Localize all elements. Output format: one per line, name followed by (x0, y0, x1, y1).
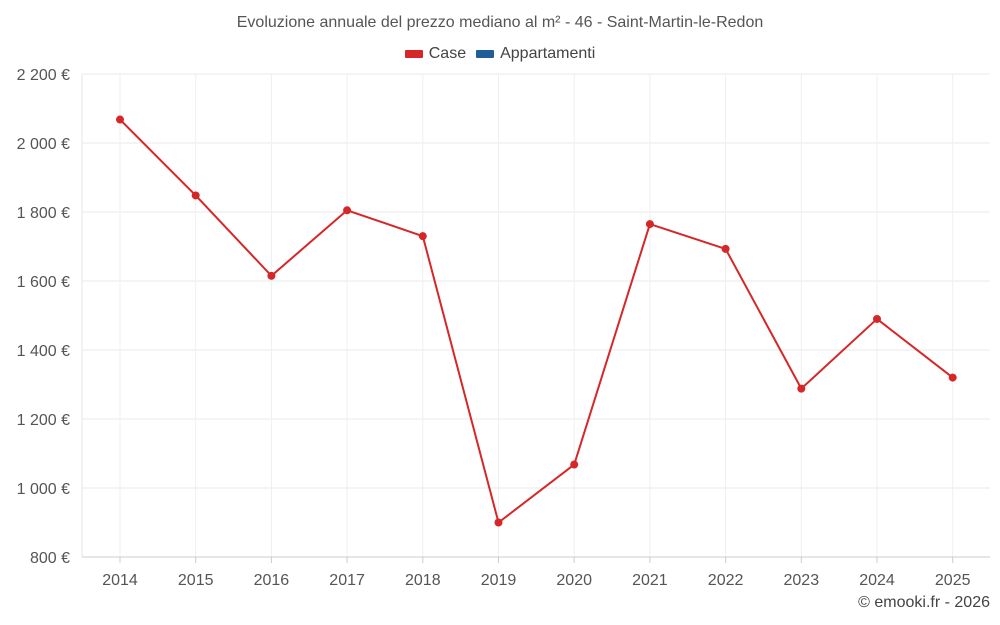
x-tick-label: 2016 (254, 572, 290, 589)
y-tick-label: 2 000 € (17, 136, 70, 153)
data-point[interactable] (267, 271, 276, 280)
data-point[interactable] (116, 115, 124, 124)
data-point[interactable] (645, 220, 654, 229)
grid-lines (82, 73, 990, 557)
legend-label-case: Case (428, 45, 467, 62)
legend: Case Appartamenti (0, 45, 1000, 63)
y-tick-label: 1 800 € (17, 205, 70, 222)
x-axis-labels: 2014 2015 2016 2017 2018 2019 2020 2021 2022 2023… (102, 572, 970, 589)
data-point[interactable] (343, 206, 352, 215)
data-point[interactable] (494, 518, 503, 527)
x-tick-label: 2019 (481, 572, 517, 589)
data-point[interactable] (721, 244, 730, 253)
y-tick-label: 1 600 € (17, 274, 70, 291)
x-tick-label: 2017 (329, 572, 365, 589)
x-tick-label: 2015 (178, 572, 214, 589)
legend-item-case[interactable]: Case (404, 45, 467, 63)
data-point[interactable] (797, 384, 806, 393)
copyright-text: © emooki.fr - 2026 (858, 594, 990, 611)
axes (81, 74, 990, 563)
legend-swatch-case (404, 50, 423, 58)
y-tick-label: 800 € (30, 550, 70, 567)
series-layer (116, 115, 957, 527)
x-tick-label: 2020 (556, 572, 592, 589)
series-line-case (119, 118, 954, 524)
y-tick-label: 1 200 € (17, 412, 70, 429)
data-point[interactable] (873, 314, 881, 323)
chart-title: Evoluzione annuale del prezzo mediano al… (236, 14, 764, 31)
x-tick-label: 2022 (708, 572, 744, 589)
x-tick-label: 2024 (859, 572, 895, 589)
y-axis-labels: 800 € 1 000 € 1 200 € 1 400 € 1 600 € 1 800 €… (17, 67, 70, 567)
legend-swatch-appartamenti (476, 50, 495, 58)
data-point[interactable] (418, 232, 427, 241)
x-tick-label: 2014 (102, 572, 138, 589)
data-point[interactable] (191, 191, 200, 200)
legend-item-appartamenti[interactable]: Appartamenti (476, 45, 595, 63)
data-point[interactable] (570, 460, 579, 469)
y-tick-label: 2 200 € (17, 67, 70, 84)
legend-label-appartamenti: Appartamenti (500, 45, 596, 62)
x-tick-label: 2021 (632, 572, 668, 589)
y-tick-label: 1 000 € (17, 481, 70, 498)
x-tick-label: 2025 (935, 572, 971, 589)
data-point[interactable] (948, 373, 957, 382)
x-tick-label: 2018 (405, 572, 441, 589)
y-tick-label: 1 400 € (17, 343, 70, 360)
x-tick-label: 2023 (784, 572, 820, 589)
